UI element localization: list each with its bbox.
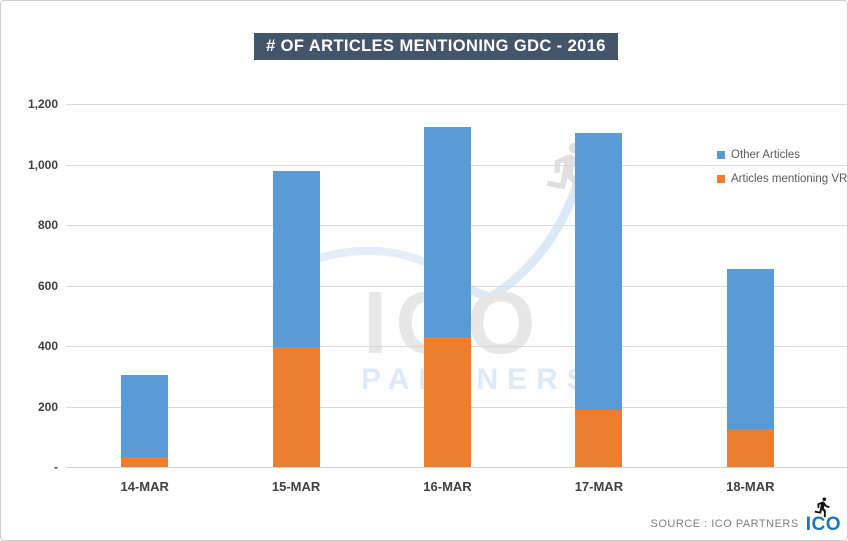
y-axis-tick-label: - (54, 460, 58, 474)
ico-logo: ICO (806, 496, 841, 534)
y-axis-tick-label: 600 (37, 278, 58, 293)
gridline (66, 104, 847, 105)
bar-segment-14-MAR-other-articles (121, 374, 169, 457)
x-axis-label-18-MAR: 18-MAR (726, 479, 775, 494)
bar-segment-18-MAR-articles-mentioning-vr (726, 429, 774, 467)
y-axis-tick-label: 200 (37, 399, 58, 414)
legend-item: Other Articles (717, 143, 847, 167)
footer: SOURCE : ICO PARTNERS ICO (650, 496, 841, 534)
bar-segment-16-MAR-articles-mentioning-vr (424, 336, 471, 467)
x-axis-label-14-MAR: 14-MAR (120, 479, 169, 494)
x-axis-label-16-MAR: 16-MAR (423, 479, 472, 494)
legend: Other Articles Articles mentioning VR (717, 143, 847, 191)
ico-logo-text: ICO (805, 514, 841, 535)
source-label: SOURCE : ICO PARTNERS (650, 518, 799, 530)
bar-segment-16-MAR-other-articles (424, 126, 471, 337)
legend-item: Articles mentioning VR (717, 167, 847, 191)
bar-segment-15-MAR-other-articles (272, 171, 320, 347)
gridline (66, 467, 847, 468)
watermark-partners-text: PARTNERS (361, 363, 596, 396)
bar-segment-18-MAR-other-articles (726, 269, 774, 430)
legend-swatch-icon (717, 175, 725, 183)
chart-title: # OF ARTICLES MENTIONING GDC - 2016 (254, 33, 618, 60)
y-axis-tick-label: 1,000 (27, 157, 58, 172)
bar-segment-15-MAR-articles-mentioning-vr (272, 346, 320, 467)
x-axis-label-17-MAR: 17-MAR (574, 479, 624, 494)
y-axis-tick-label: 400 (37, 339, 58, 353)
legend-label: Articles mentioning VR (731, 173, 848, 185)
legend-swatch-icon (717, 151, 725, 159)
runner-icon (815, 497, 830, 518)
bar-segment-17-MAR-articles-mentioning-vr (575, 409, 623, 467)
x-axis-label-15-MAR: 15-MAR (271, 479, 321, 494)
bar-segment-14-MAR-articles-mentioning-vr (121, 457, 169, 467)
y-axis-tick-label: 800 (37, 218, 58, 232)
legend-label: Other Articles (731, 149, 801, 161)
bar-segment-17-MAR-other-articles (575, 132, 623, 410)
y-axis-tick-label: 1,200 (27, 97, 58, 111)
